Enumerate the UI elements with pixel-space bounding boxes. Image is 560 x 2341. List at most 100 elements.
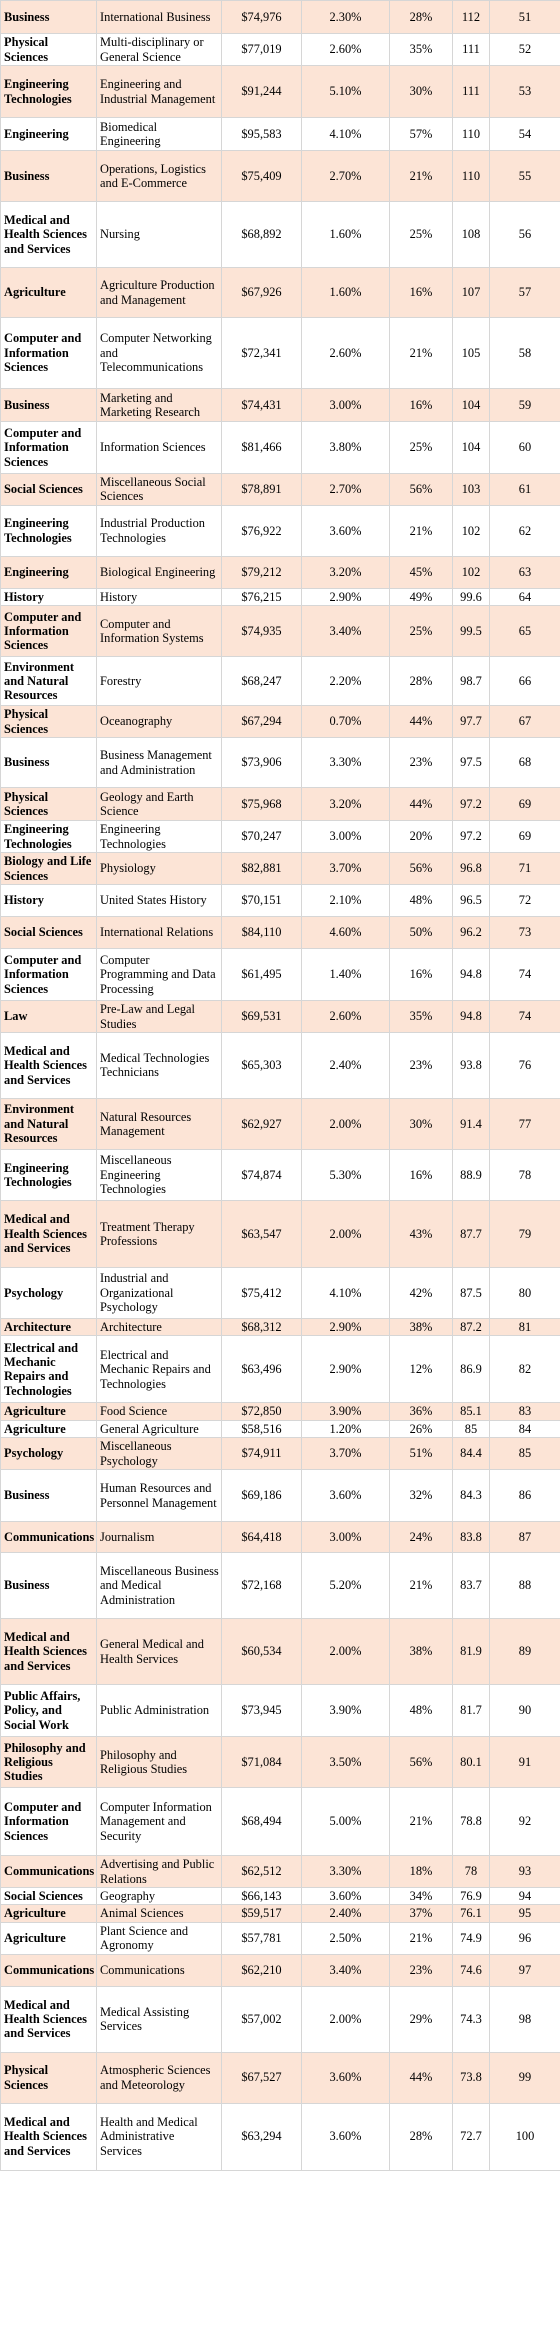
score-cell: 102	[452, 504, 490, 557]
major-cell: Multi-disciplinary or General Science	[96, 33, 222, 66]
category-cell: Computer and Information Sciences	[0, 948, 97, 1002]
category-cell: Business	[0, 150, 97, 202]
table-row: Agriculture General Agriculture $58,516 1.2…	[0, 1419, 560, 1439]
table-row: Medical and Health Sciences and Services…	[0, 1985, 560, 2053]
category-cell: Computer and Information Sciences	[0, 421, 97, 474]
major-cell: Computer Programming and Data Processing	[96, 948, 222, 1002]
unemployment-cell: 3.60%	[301, 504, 390, 557]
table-row: Medical and Health Sciences and Services…	[0, 2102, 560, 2171]
unemployment-cell: 1.60%	[301, 267, 390, 318]
percent-cell: 21%	[389, 1552, 453, 1620]
salary-cell: $68,312	[221, 1317, 302, 1337]
table-row: Biology and Life Sciences Physiology $82,8…	[0, 852, 560, 886]
table-row: Business Business Management and Administ…	[0, 737, 560, 789]
major-cell: Pre-Law and Legal Studies	[96, 1000, 222, 1033]
major-cell: Plant Science and Agronomy	[96, 1921, 222, 1955]
percent-cell: 16%	[389, 388, 453, 422]
rank-cell: 95	[489, 1904, 560, 1923]
score-cell: 111	[452, 33, 490, 66]
major-cell: Natural Resources Management	[96, 1097, 222, 1150]
rank-cell: 58	[489, 317, 560, 389]
major-cell: Operations, Logistics and E-Commerce	[96, 150, 222, 202]
percent-cell: 49%	[389, 587, 453, 607]
score-cell: 97.5	[452, 737, 490, 789]
rank-cell: 59	[489, 388, 560, 422]
category-cell: Communications	[0, 1521, 97, 1554]
unemployment-cell: 3.70%	[301, 1437, 390, 1471]
unemployment-cell: 2.00%	[301, 1985, 390, 2053]
table-row: Medical and Health Sciences and Services…	[0, 201, 560, 268]
score-cell: 96.2	[452, 916, 490, 950]
salary-cell: $76,922	[221, 504, 302, 557]
salary-cell: $82,881	[221, 852, 302, 886]
rank-cell: 57	[489, 267, 560, 318]
rank-cell: 66	[489, 656, 560, 707]
salary-cell: $69,531	[221, 1000, 302, 1033]
category-cell: Business	[0, 1552, 97, 1620]
category-cell: Engineering Technologies	[0, 820, 97, 854]
category-cell: Social Sciences	[0, 473, 97, 506]
salary-cell: $66,143	[221, 1886, 302, 1906]
unemployment-cell: 3.00%	[301, 820, 390, 854]
score-cell: 81.7	[452, 1684, 490, 1738]
major-cell: Geology and Earth Science	[96, 787, 222, 822]
percent-cell: 16%	[389, 267, 453, 318]
category-cell: Architecture	[0, 1317, 97, 1337]
table-row: Engineering Technologies Engineering and …	[0, 65, 560, 118]
table-row: Environment and Natural Resources Forestr…	[0, 656, 560, 707]
rank-cell: 67	[489, 705, 560, 739]
score-cell: 96.5	[452, 884, 490, 918]
major-cell: International Relations	[96, 916, 222, 950]
salary-cell: $72,850	[221, 1402, 302, 1421]
rank-cell: 69	[489, 787, 560, 822]
rank-cell: 84	[489, 1419, 560, 1439]
score-cell: 83.8	[452, 1521, 490, 1554]
category-cell: Social Sciences	[0, 1886, 97, 1906]
table-row: Social Sciences International Relations $8…	[0, 916, 560, 950]
category-cell: Engineering Technologies	[0, 65, 97, 118]
category-cell: Medical and Health Sciences and Services	[0, 2102, 97, 2171]
rank-cell: 78	[489, 1148, 560, 1201]
major-cell: Miscellaneous Business and Medical Admin…	[96, 1552, 222, 1620]
category-cell: Physical Sciences	[0, 2051, 97, 2104]
salary-cell: $63,294	[221, 2102, 302, 2171]
score-cell: 91.4	[452, 1097, 490, 1150]
major-cell: Marketing and Marketing Research	[96, 388, 222, 422]
rank-cell: 51	[489, 0, 560, 34]
percent-cell: 57%	[389, 117, 453, 151]
unemployment-cell: 2.60%	[301, 1000, 390, 1033]
major-cell: Electrical and Mechanic Repairs and Tech…	[96, 1335, 222, 1404]
rank-cell: 97	[489, 1953, 560, 1987]
table-row: Electrical and Mechanic Repairs and Tech…	[0, 1335, 560, 1404]
percent-cell: 21%	[389, 317, 453, 389]
score-cell: 108	[452, 201, 490, 268]
unemployment-cell: 2.40%	[301, 1031, 390, 1099]
score-cell: 74.9	[452, 1921, 490, 1955]
percent-cell: 44%	[389, 705, 453, 739]
table-row: Physical Sciences Multi-disciplinary or G…	[0, 33, 560, 66]
table-row: Communications Communications $62,210 3.40%…	[0, 1953, 560, 1987]
category-cell: Physical Sciences	[0, 33, 97, 66]
salary-cell: $73,906	[221, 737, 302, 789]
percent-cell: 28%	[389, 0, 453, 34]
table-row: Social Sciences Miscellaneous Social Scie…	[0, 473, 560, 506]
rank-cell: 55	[489, 150, 560, 202]
major-cell: Physiology	[96, 852, 222, 886]
category-cell: Medical and Health Sciences and Services	[0, 1985, 97, 2053]
major-cell: Computer and Information Systems	[96, 605, 222, 658]
unemployment-cell: 3.60%	[301, 2051, 390, 2104]
rank-cell: 77	[489, 1097, 560, 1150]
major-cell: Animal Sciences	[96, 1904, 222, 1923]
salary-cell: $64,418	[221, 1521, 302, 1554]
percent-cell: 25%	[389, 605, 453, 658]
major-cell: General Agriculture	[96, 1419, 222, 1439]
rank-cell: 79	[489, 1199, 560, 1268]
unemployment-cell: 5.30%	[301, 1148, 390, 1201]
score-cell: 110	[452, 150, 490, 202]
category-cell: Business	[0, 0, 97, 34]
score-cell: 104	[452, 421, 490, 474]
unemployment-cell: 3.40%	[301, 605, 390, 658]
unemployment-cell: 3.60%	[301, 2102, 390, 2171]
major-cell: Miscellaneous Engineering Technologies	[96, 1148, 222, 1201]
unemployment-cell: 0.70%	[301, 705, 390, 739]
